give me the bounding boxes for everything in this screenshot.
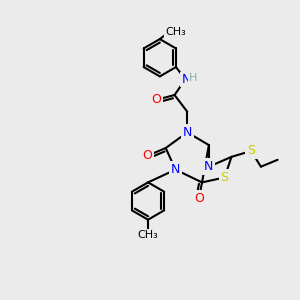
Text: N: N: [182, 73, 191, 86]
Text: N: N: [171, 163, 180, 176]
Text: N: N: [183, 126, 192, 139]
Text: O: O: [151, 93, 161, 106]
Text: H: H: [189, 74, 197, 83]
Text: CH₃: CH₃: [165, 27, 186, 37]
Text: O: O: [142, 149, 152, 162]
Text: N: N: [204, 160, 214, 173]
Text: S: S: [220, 171, 229, 184]
Text: O: O: [194, 192, 204, 205]
Text: CH₃: CH₃: [138, 230, 158, 240]
Text: S: S: [247, 145, 255, 158]
